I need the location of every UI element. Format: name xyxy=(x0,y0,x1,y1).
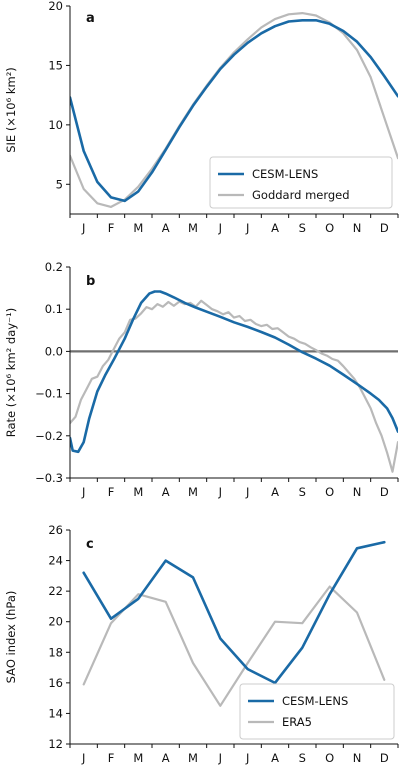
y-axis-label: Rate (×10⁶ km² day⁻¹) xyxy=(4,308,18,438)
legend-label: ERA5 xyxy=(282,715,312,729)
y-tick-label: −0.2 xyxy=(35,429,63,443)
series-line-cesm-lens xyxy=(82,540,386,685)
x-tick-label: F xyxy=(108,485,115,499)
x-tick-label: J xyxy=(245,751,249,765)
series-line-goddard-merged xyxy=(70,299,398,473)
x-tick-label: N xyxy=(353,751,362,765)
x-tick-label: J xyxy=(81,221,85,235)
x-tick-label: J xyxy=(245,485,249,499)
y-axis-label: SAO index (hPa) xyxy=(4,591,18,684)
x-tick-label: J xyxy=(81,751,85,765)
x-tick-label: N xyxy=(353,485,362,499)
legend-box xyxy=(239,683,395,740)
legend-box xyxy=(209,156,393,209)
y-tick-label: 16 xyxy=(48,676,63,690)
y-tick-label: 0.2 xyxy=(45,260,63,274)
panel-b: −0.3 −0.2 −0.1 0.0 0.1 0.2 J F M A M J J A S O N D Rate (×… xyxy=(4,260,399,499)
y-tick-label: 0.0 xyxy=(45,344,63,358)
x-tick-label: M xyxy=(133,221,143,235)
x-tick-label: J xyxy=(245,221,249,235)
x-tick-label: J xyxy=(218,485,222,499)
series-group xyxy=(70,290,398,473)
x-tick-label: D xyxy=(380,751,389,765)
x-tick-label: M xyxy=(133,485,143,499)
series-group xyxy=(82,540,386,707)
legend-label: Goddard merged xyxy=(252,188,350,202)
panel-a: 5 10 15 20 J F M A M J J A S O N D SIE (×10⁶ km²) a CESM-L… xyxy=(4,0,399,235)
x-tick-label: O xyxy=(325,485,334,499)
x-tick-label: M xyxy=(188,751,198,765)
x-tick-label: O xyxy=(325,751,334,765)
y-tick-label: −0.1 xyxy=(35,387,63,401)
x-tick-label: M xyxy=(133,751,143,765)
x-tick-label: S xyxy=(299,221,306,235)
x-tick-label: S xyxy=(299,751,306,765)
x-tick-label: M xyxy=(188,485,198,499)
y-tick-label: 12 xyxy=(48,737,63,751)
x-tick-label: J xyxy=(218,751,222,765)
x-tick-label: A xyxy=(162,485,170,499)
x-tick-label: F xyxy=(108,751,115,765)
y-tick-label: 5 xyxy=(56,177,63,191)
x-tick-label: D xyxy=(380,485,389,499)
series-line-era5 xyxy=(82,585,386,707)
series-line-cesm-lens xyxy=(70,290,398,454)
x-tick-label: F xyxy=(108,221,115,235)
panel-letter: b xyxy=(86,274,95,289)
x-tick-label: M xyxy=(188,221,198,235)
y-tick-label: 14 xyxy=(48,706,63,720)
series-group xyxy=(70,12,398,208)
y-tick-label: 18 xyxy=(48,645,63,659)
legend: CESM-LENS ERA5 xyxy=(239,683,395,740)
y-tick-label: 20 xyxy=(48,0,63,13)
y-tick-label: −0.3 xyxy=(35,471,63,485)
y-tick-label: 22 xyxy=(48,584,63,598)
legend-label: CESM-LENS xyxy=(282,694,348,708)
y-tick-label: 15 xyxy=(48,58,63,72)
x-tick-label: A xyxy=(271,751,279,765)
x-tick-label: J xyxy=(81,485,85,499)
legend-label: CESM-LENS xyxy=(252,167,318,181)
x-tick-label: A xyxy=(271,221,279,235)
panel-letter: a xyxy=(86,11,95,26)
legend: CESM-LENS Goddard merged xyxy=(209,156,393,209)
x-tick-label: A xyxy=(162,751,170,765)
series-line-cesm-lens xyxy=(70,18,398,203)
y-tick-label: 24 xyxy=(48,554,63,568)
panel-letter: c xyxy=(86,537,94,552)
y-tick-label: 20 xyxy=(48,615,63,629)
x-tick-label: S xyxy=(299,485,306,499)
x-tick-label: A xyxy=(162,221,170,235)
y-tick-label: 0.1 xyxy=(45,302,63,316)
y-tick-label: 10 xyxy=(48,118,63,132)
panel-c: 12 14 16 18 20 22 24 26 J F M A M J J A S O N D SAO index (h… xyxy=(4,523,399,765)
x-tick-label: N xyxy=(353,221,362,235)
y-axis-label: SIE (×10⁶ km²) xyxy=(4,67,18,153)
x-tick-label: A xyxy=(271,485,279,499)
x-tick-label: O xyxy=(325,221,334,235)
x-tick-label: J xyxy=(218,221,222,235)
x-tick-label: D xyxy=(380,221,389,235)
y-tick-label: 26 xyxy=(48,523,63,537)
